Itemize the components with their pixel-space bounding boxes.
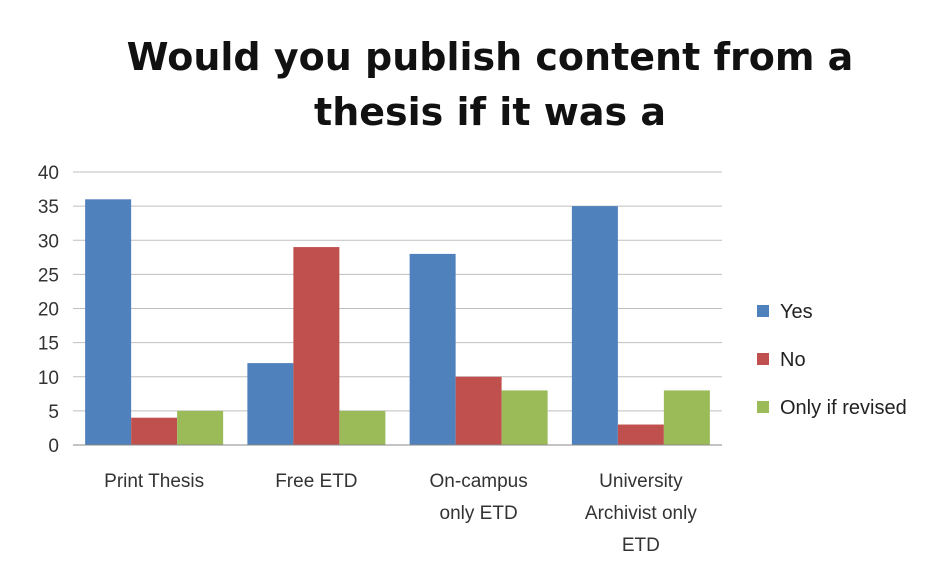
y-tick-label: 10 <box>38 368 59 389</box>
bar <box>455 376 502 445</box>
y-tick-label: 15 <box>38 334 59 355</box>
bar <box>617 424 664 445</box>
y-tick-label: 20 <box>38 300 59 321</box>
x-category-label: University Archivist only ETD <box>585 471 697 556</box>
y-tick-label: 0 <box>48 436 59 457</box>
x-category-label: Print Thesis <box>104 471 204 492</box>
legend-label: No <box>780 349 806 371</box>
bar <box>409 253 456 445</box>
legend-swatch <box>757 353 769 365</box>
bar <box>571 206 618 445</box>
bar <box>339 410 386 445</box>
legend: Yes No Only if revised <box>757 301 907 419</box>
x-category-label: On-campus only ETD <box>430 471 528 524</box>
legend-swatch <box>757 401 769 413</box>
y-axis-ticks: 0 5 10 15 20 25 30 35 40 <box>38 163 59 457</box>
y-tick-label: 40 <box>38 163 59 184</box>
bar <box>131 417 178 445</box>
y-tick-label: 25 <box>38 265 59 286</box>
bar <box>663 390 710 445</box>
y-tick-label: 5 <box>48 402 59 423</box>
legend-swatch <box>757 305 769 317</box>
bar <box>247 363 294 445</box>
legend-label: Yes <box>780 301 813 323</box>
bar <box>177 410 224 445</box>
bar <box>293 247 340 445</box>
y-tick-label: 35 <box>38 197 59 218</box>
gridlines <box>73 171 722 412</box>
chart-title-line-2: thesis if it was a <box>314 90 666 134</box>
bars <box>85 199 710 445</box>
bar <box>85 199 132 445</box>
x-category-label: Free ETD <box>275 471 357 492</box>
chart-title-line-1: Would you publish content from a <box>127 35 854 79</box>
bar <box>501 390 548 445</box>
x-axis-categories: Print Thesis Free ETD On-campus only ETD Uni… <box>104 471 697 556</box>
y-tick-label: 30 <box>38 231 59 252</box>
legend-label: Only if revised <box>780 397 907 419</box>
